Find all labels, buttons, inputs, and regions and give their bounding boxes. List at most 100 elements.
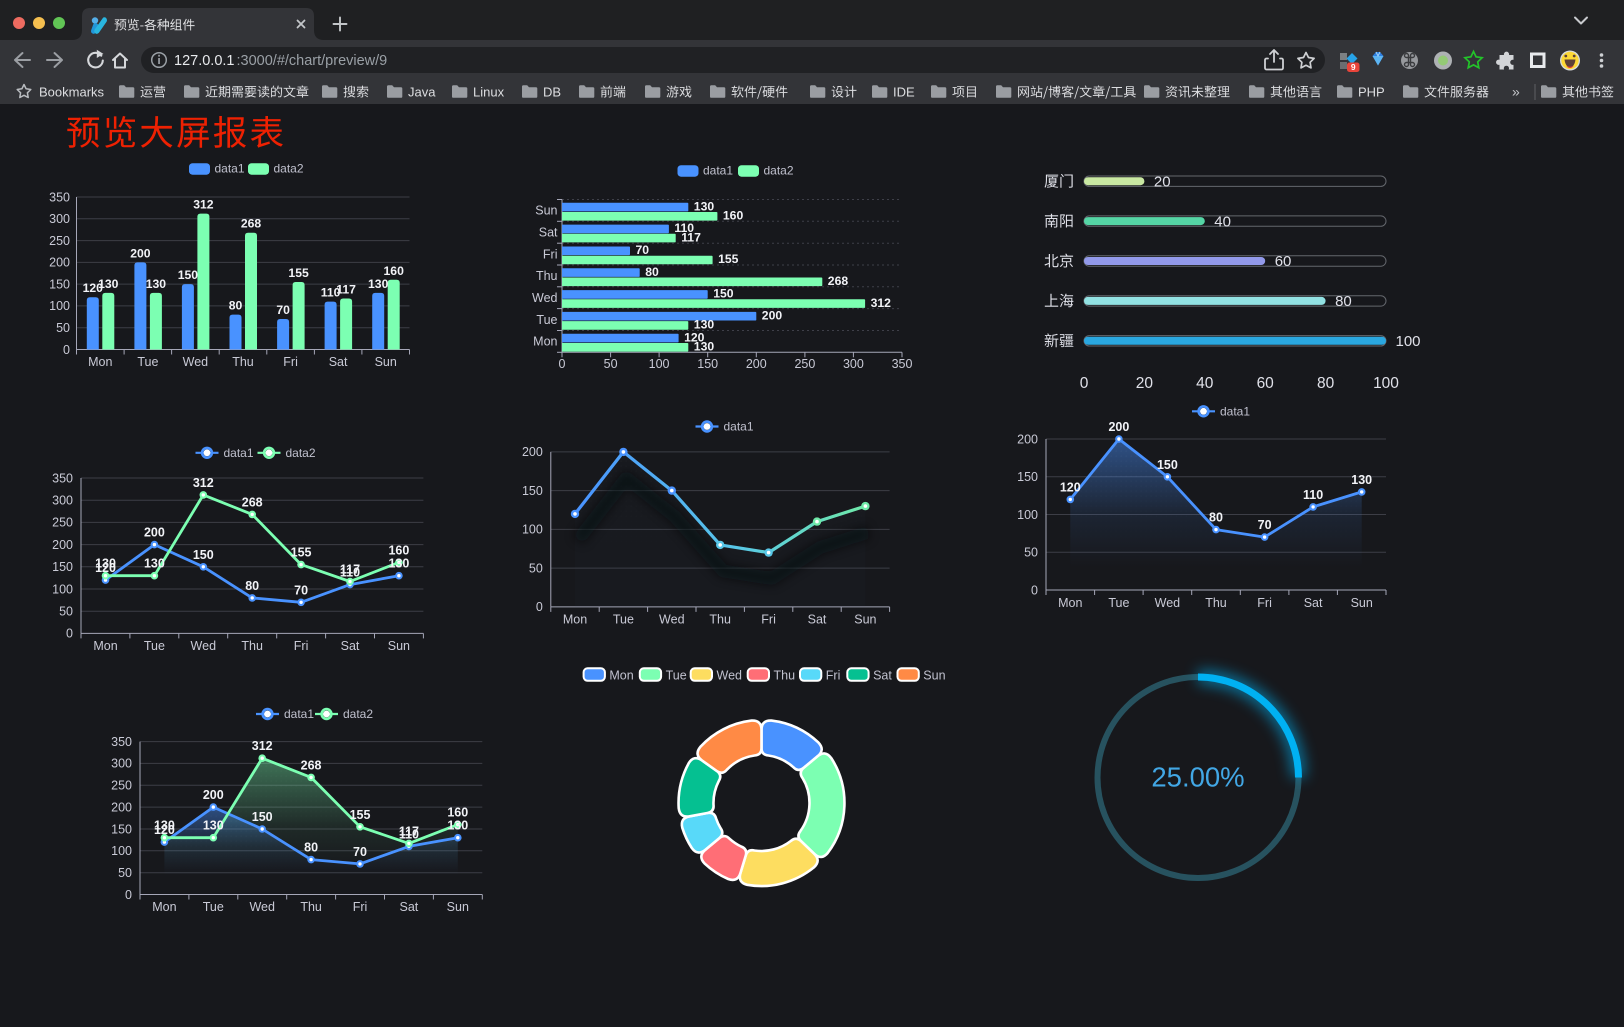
svg-text:Mon: Mon	[1058, 596, 1082, 610]
svg-text:200: 200	[130, 246, 151, 260]
svg-text:100: 100	[649, 357, 670, 371]
svg-text:70: 70	[353, 845, 367, 859]
svg-text:60: 60	[1275, 253, 1292, 270]
svg-text:350: 350	[49, 190, 70, 204]
svg-text:Sat: Sat	[873, 668, 892, 682]
svg-text:9: 9	[1351, 62, 1356, 72]
svg-text:70: 70	[1258, 518, 1272, 532]
svg-text:130: 130	[154, 819, 175, 833]
svg-text:200: 200	[144, 526, 165, 540]
svg-text:350: 350	[52, 471, 73, 485]
svg-text:0: 0	[536, 600, 543, 614]
svg-text:110: 110	[1303, 488, 1323, 502]
svg-text:110: 110	[399, 827, 419, 841]
svg-text:Tue: Tue	[203, 900, 224, 914]
svg-text:80: 80	[229, 299, 243, 313]
svg-text:Sun: Sun	[1351, 596, 1373, 610]
svg-text:70: 70	[294, 583, 308, 597]
svg-text:Sun: Sun	[447, 900, 469, 914]
svg-text:120: 120	[154, 823, 175, 837]
svg-text:130: 130	[694, 318, 715, 332]
svg-text:150: 150	[252, 810, 273, 824]
svg-text:100: 100	[522, 523, 543, 537]
svg-text:20: 20	[1154, 173, 1171, 190]
svg-text:155: 155	[718, 252, 739, 266]
svg-text:80: 80	[645, 265, 659, 279]
svg-text:150: 150	[522, 484, 543, 498]
svg-text:312: 312	[193, 476, 214, 490]
svg-text:268: 268	[242, 495, 263, 509]
svg-text::3000/#/chart/preview/9: :3000/#/chart/preview/9	[237, 53, 388, 69]
svg-text:80: 80	[245, 579, 259, 593]
svg-text:268: 268	[301, 758, 322, 772]
svg-text:127.0.0.1: 127.0.0.1	[174, 53, 234, 69]
svg-text:0: 0	[1031, 583, 1038, 597]
svg-text:110: 110	[674, 221, 694, 235]
svg-text:130: 130	[388, 557, 409, 571]
svg-text:Sat: Sat	[539, 226, 558, 240]
svg-text:Wed: Wed	[1155, 596, 1181, 610]
svg-text:130: 130	[146, 277, 167, 291]
svg-text:Linux: Linux	[473, 85, 505, 100]
svg-text:Tue: Tue	[666, 668, 687, 682]
svg-text:Thu: Thu	[1205, 596, 1227, 610]
svg-text:100: 100	[49, 299, 70, 313]
svg-text:data1: data1	[224, 446, 254, 460]
svg-text:80: 80	[304, 841, 318, 855]
svg-text:117: 117	[399, 824, 419, 838]
svg-text:Fri: Fri	[294, 639, 309, 653]
svg-text:200: 200	[522, 445, 543, 459]
svg-text:Bookmarks: Bookmarks	[39, 85, 105, 100]
svg-text:Java: Java	[408, 85, 436, 100]
svg-text:100: 100	[111, 844, 132, 858]
svg-text:80: 80	[1209, 511, 1223, 525]
svg-text:150: 150	[111, 822, 132, 836]
svg-text:PHP: PHP	[1358, 85, 1385, 100]
svg-text:»: »	[1512, 84, 1520, 100]
svg-text:120: 120	[95, 561, 116, 575]
svg-text:250: 250	[49, 234, 70, 248]
svg-text:130: 130	[144, 557, 165, 571]
svg-text:130: 130	[694, 199, 715, 213]
svg-text:50: 50	[118, 866, 132, 880]
svg-text:Wed: Wed	[191, 639, 217, 653]
svg-text:150: 150	[1157, 458, 1178, 472]
svg-text:data1: data1	[215, 162, 245, 176]
svg-text:160: 160	[384, 264, 405, 278]
svg-text:200: 200	[203, 788, 224, 802]
svg-text:Sun: Sun	[375, 355, 397, 369]
svg-text:Tue: Tue	[1108, 596, 1129, 610]
svg-text:268: 268	[241, 217, 262, 231]
svg-text:Wed: Wed	[183, 355, 209, 369]
svg-text:120: 120	[684, 330, 705, 344]
svg-text:Fri: Fri	[826, 668, 841, 682]
svg-text:155: 155	[291, 546, 312, 560]
svg-text:50: 50	[59, 605, 73, 619]
svg-text:Sat: Sat	[341, 639, 360, 653]
svg-text:Mon: Mon	[533, 335, 557, 349]
svg-text:Sun: Sun	[388, 639, 410, 653]
svg-text:150: 150	[52, 560, 73, 574]
svg-text:60: 60	[1257, 375, 1275, 392]
svg-text:data2: data2	[343, 707, 373, 721]
svg-text:data2: data2	[764, 164, 794, 178]
svg-text:20: 20	[1136, 375, 1154, 392]
svg-text:Mon: Mon	[609, 668, 633, 682]
svg-text:0: 0	[1080, 375, 1089, 392]
svg-text:0: 0	[63, 343, 70, 357]
svg-text:100: 100	[1017, 508, 1038, 522]
svg-text:150: 150	[193, 548, 214, 562]
svg-text:200: 200	[111, 800, 132, 814]
svg-text:100: 100	[1396, 333, 1421, 350]
svg-text:300: 300	[843, 357, 864, 371]
svg-text:25.00%: 25.00%	[1151, 762, 1244, 793]
svg-text:Thu: Thu	[774, 668, 796, 682]
svg-text:Mon: Mon	[88, 355, 112, 369]
svg-text:250: 250	[111, 779, 132, 793]
svg-text:50: 50	[1024, 546, 1038, 560]
svg-text:200: 200	[746, 357, 767, 371]
svg-text:117: 117	[340, 563, 360, 577]
svg-text:120: 120	[83, 281, 104, 295]
svg-text:Mon: Mon	[93, 639, 117, 653]
svg-text:Fri: Fri	[283, 355, 298, 369]
